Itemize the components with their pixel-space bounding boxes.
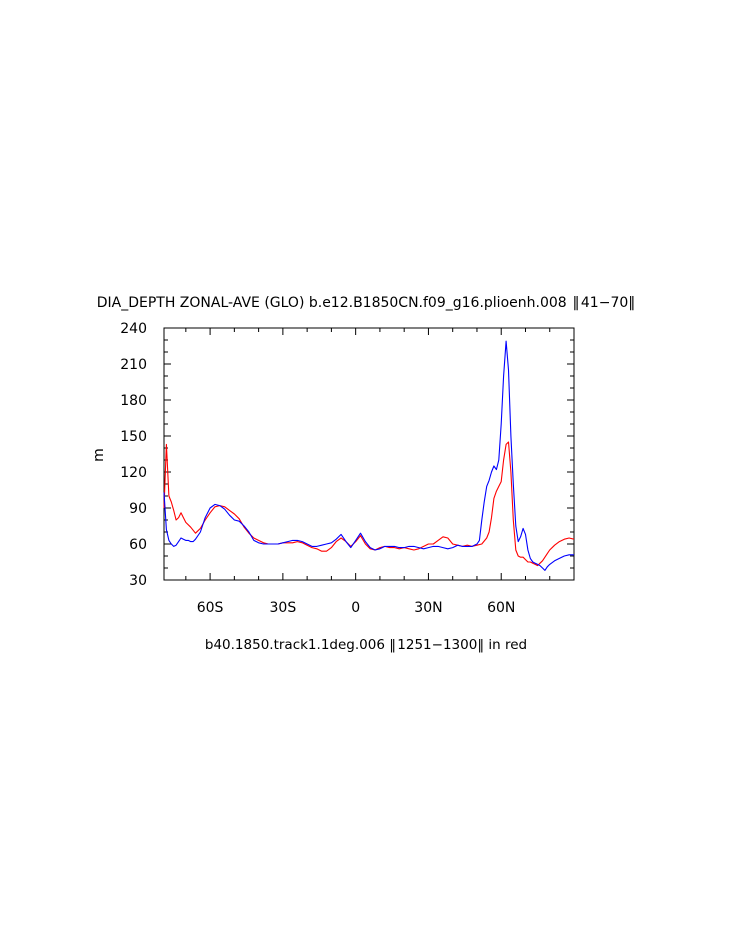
x-tick-label: 60S xyxy=(197,600,224,616)
x-tick-label: 30S xyxy=(270,600,297,616)
x-tick-labels: 60S 30S 0 30N 60N xyxy=(197,600,516,616)
x-axis-label: b40.1850.track1.1deg.006 ‖ 1251−1300‖ in… xyxy=(205,637,527,653)
x-tick-label: 60N xyxy=(487,600,515,616)
x-tick-label: 30N xyxy=(414,600,442,616)
chart-title: DIA_DEPTH ZONAL-AVE (GLO) b.e12.B1850CN.… xyxy=(97,295,636,311)
y-tick-label: 90 xyxy=(129,501,147,517)
y-tick-label: 120 xyxy=(120,465,147,481)
series-line-blue xyxy=(163,340,574,571)
y-tick-label: 30 xyxy=(129,573,147,589)
y-tick-label: 60 xyxy=(129,537,147,553)
y-tick-label: 240 xyxy=(120,321,147,337)
minor-ticks xyxy=(164,328,574,580)
x-tick-label: 0 xyxy=(351,600,360,616)
y-tick-label: 210 xyxy=(120,357,147,373)
y-axis-label: m xyxy=(91,448,107,462)
major-ticks xyxy=(164,327,574,581)
y-tick-labels: 30 60 90 120 150 180 210 240 xyxy=(120,321,147,589)
y-tick-label: 180 xyxy=(120,393,147,409)
plot-area xyxy=(163,327,575,581)
series-line-red xyxy=(163,441,575,567)
series-lines xyxy=(163,340,575,571)
plot-frame xyxy=(163,327,575,581)
y-tick-label: 150 xyxy=(120,429,147,445)
